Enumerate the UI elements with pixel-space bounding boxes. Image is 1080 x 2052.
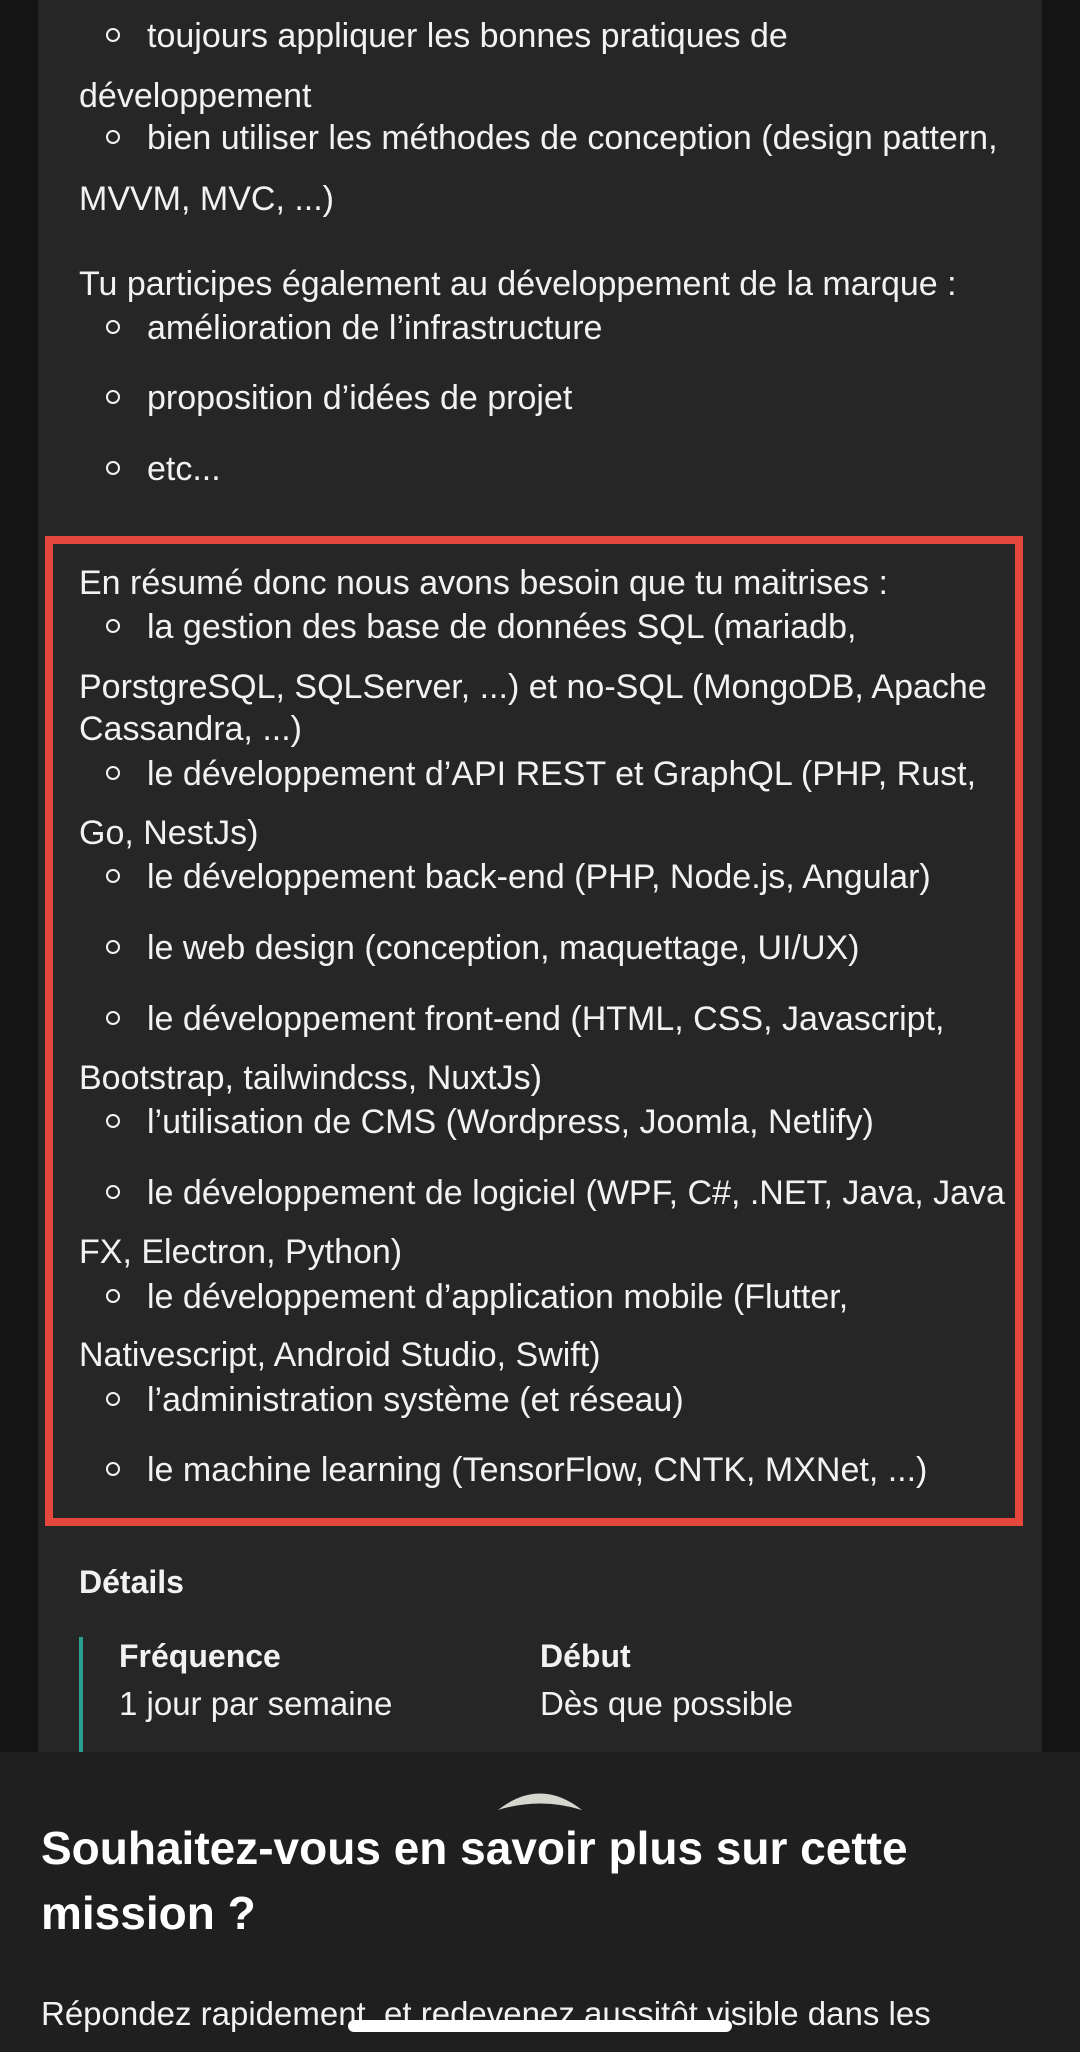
- skill-item: le développement de logiciel (WPF, C#, .…: [147, 1174, 1005, 1212]
- skill-item-continuation: PorstgreSQL, SQLServer, ...) et no-SQL (…: [79, 668, 987, 706]
- chevron-up-icon[interactable]: [494, 1781, 586, 1815]
- list-item-continuation: développement: [79, 77, 312, 115]
- mission-description-card: [38, 0, 1042, 1752]
- list-item: proposition d’idées de projet: [147, 379, 573, 417]
- skill-item: le développement d’API REST et GraphQL (…: [147, 755, 977, 793]
- details-accent-bar: [79, 1637, 83, 1752]
- list-item: bien utiliser les méthodes de conception…: [147, 119, 998, 157]
- list-item: amélioration de l’infrastructure: [147, 309, 603, 347]
- start-value: Dès que possible: [540, 1685, 794, 1722]
- skill-item-continuation: FX, Electron, Python): [79, 1233, 403, 1271]
- list-item: etc...: [147, 450, 221, 488]
- skill-item: le développement back-end (PHP, Node.js,…: [147, 858, 931, 896]
- bullet-icon: [106, 461, 120, 475]
- skill-item: la gestion des base de données SQL (mari…: [147, 608, 857, 646]
- home-indicator[interactable]: [348, 2020, 732, 2032]
- bullet-icon: [106, 619, 120, 633]
- frequency-label: Fréquence: [119, 1638, 281, 1674]
- list-item: toujours appliquer les bonnes pratiques …: [147, 17, 788, 55]
- skill-item: l’administration système (et réseau): [147, 1381, 684, 1419]
- skill-item: le web design (conception, maquettage, U…: [147, 929, 860, 967]
- skill-item-continuation: Cassandra, ...): [79, 710, 302, 748]
- bullet-icon: [106, 869, 120, 883]
- bullet-icon: [106, 940, 120, 954]
- list-item-continuation: MVVM, MVC, ...): [79, 180, 334, 218]
- bullet-icon: [106, 1462, 120, 1476]
- bullet-icon: [106, 390, 120, 404]
- bullet-icon: [106, 1114, 120, 1128]
- brand-intro: Tu participes également au développement…: [79, 265, 957, 303]
- details-heading: Détails: [79, 1564, 184, 1600]
- skill-item-continuation: Bootstrap, tailwindcss, NuxtJs): [79, 1059, 542, 1097]
- bullet-icon: [106, 1011, 120, 1025]
- skill-item: le développement front-end (HTML, CSS, J…: [147, 1000, 945, 1038]
- bullet-icon: [106, 1289, 120, 1303]
- sheet-title: Souhaitez-vous en savoir plus sur cette …: [41, 1822, 908, 1939]
- bullet-icon: [106, 1185, 120, 1199]
- bullet-icon: [106, 1392, 120, 1406]
- bullet-icon: [106, 766, 120, 780]
- skill-item: l’utilisation de CMS (Wordpress, Joomla,…: [147, 1103, 874, 1141]
- bullet-icon: [106, 28, 120, 42]
- bullet-icon: [106, 320, 120, 334]
- highlighted-skills-box: [45, 536, 1023, 1526]
- start-label: Début: [540, 1638, 631, 1674]
- skill-item-continuation: Nativescript, Android Studio, Swift): [79, 1336, 601, 1374]
- frequency-value: 1 jour par semaine: [119, 1685, 393, 1722]
- skill-item: le développement d’application mobile (F…: [147, 1278, 849, 1316]
- bullet-icon: [106, 130, 120, 144]
- summary-intro: En résumé donc nous avons besoin que tu …: [79, 564, 888, 602]
- skill-item-continuation: Go, NestJs): [79, 814, 259, 852]
- skill-item: le machine learning (TensorFlow, CNTK, M…: [147, 1451, 928, 1489]
